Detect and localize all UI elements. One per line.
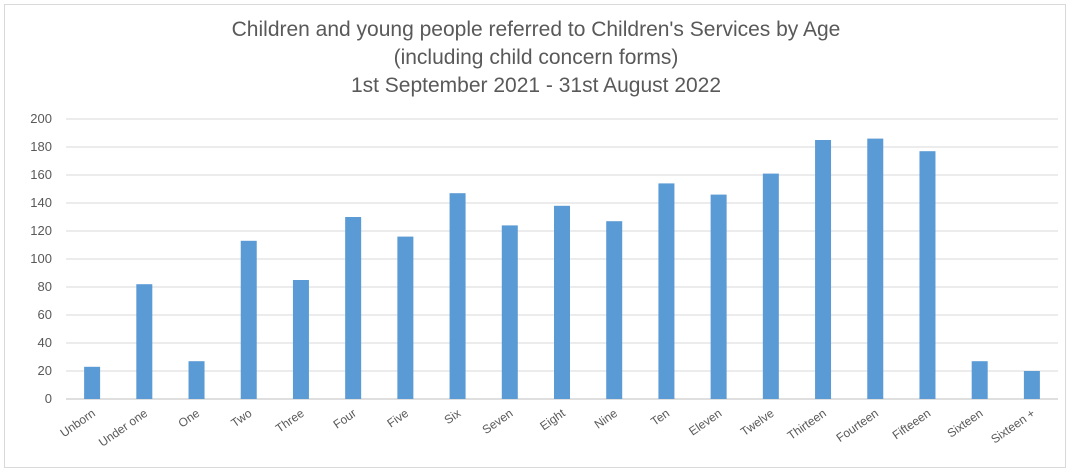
x-tick-label: Eleven bbox=[686, 406, 724, 439]
bar bbox=[658, 183, 675, 399]
x-tick-label: Eight bbox=[537, 406, 568, 434]
bar bbox=[292, 280, 309, 399]
y-tick-label: 180 bbox=[30, 139, 52, 154]
bar bbox=[762, 173, 779, 399]
chart-title-line-3: 1st September 2021 - 31st August 2022 bbox=[350, 74, 722, 97]
x-tick-label: Fourteen bbox=[834, 406, 881, 445]
y-tick-label: 120 bbox=[30, 223, 52, 238]
bar bbox=[397, 236, 414, 399]
bar bbox=[449, 193, 466, 399]
x-tick-label: Three bbox=[273, 406, 307, 436]
bar bbox=[606, 221, 623, 399]
x-tick-label: Sixteen bbox=[945, 406, 986, 440]
bar bbox=[971, 361, 988, 399]
x-tick-label: Twelve bbox=[738, 406, 777, 439]
bar bbox=[240, 240, 257, 399]
bar bbox=[501, 225, 518, 399]
bar bbox=[345, 217, 362, 399]
bar bbox=[554, 205, 570, 399]
y-tick-label: 0 bbox=[45, 391, 52, 406]
x-tick-label: Six bbox=[442, 406, 464, 427]
y-tick-label: 200 bbox=[30, 111, 52, 126]
bar bbox=[867, 138, 884, 399]
x-tick-label: Five bbox=[384, 406, 411, 431]
x-tick-label: Seven bbox=[480, 406, 516, 437]
x-tick-label: Four bbox=[331, 406, 359, 432]
chart-title-line-1: Children and young people referred to Ch… bbox=[231, 18, 841, 41]
x-tick-label: Unborn bbox=[58, 406, 98, 440]
y-tick-label: 100 bbox=[30, 251, 52, 266]
x-tick-label: Fifteeen bbox=[890, 406, 934, 442]
bar bbox=[188, 361, 205, 399]
bar bbox=[815, 140, 832, 399]
y-tick-label: 20 bbox=[38, 363, 52, 378]
x-tick-label: Nine bbox=[592, 406, 621, 432]
bar bbox=[84, 366, 101, 399]
y-tick-label: 140 bbox=[30, 195, 52, 210]
bar bbox=[136, 284, 153, 399]
x-tick-label: Sixteen + bbox=[988, 406, 1037, 446]
y-tick-label: 60 bbox=[38, 307, 52, 322]
x-tick-label: Under one bbox=[96, 406, 150, 450]
x-tick-label: One bbox=[176, 406, 203, 431]
y-tick-label: 160 bbox=[30, 167, 52, 182]
bar bbox=[710, 194, 727, 399]
bar bbox=[919, 151, 936, 399]
chart-frame bbox=[4, 4, 1066, 468]
x-tick-label: Two bbox=[228, 406, 254, 430]
chart-title-line-2: (including child concern forms) bbox=[393, 46, 679, 69]
y-tick-label: 40 bbox=[38, 335, 52, 350]
bar bbox=[1023, 371, 1040, 399]
y-tick-label: 80 bbox=[38, 279, 52, 294]
x-tick-label: Ten bbox=[648, 406, 672, 429]
x-tick-label: Thirteen bbox=[785, 406, 829, 443]
